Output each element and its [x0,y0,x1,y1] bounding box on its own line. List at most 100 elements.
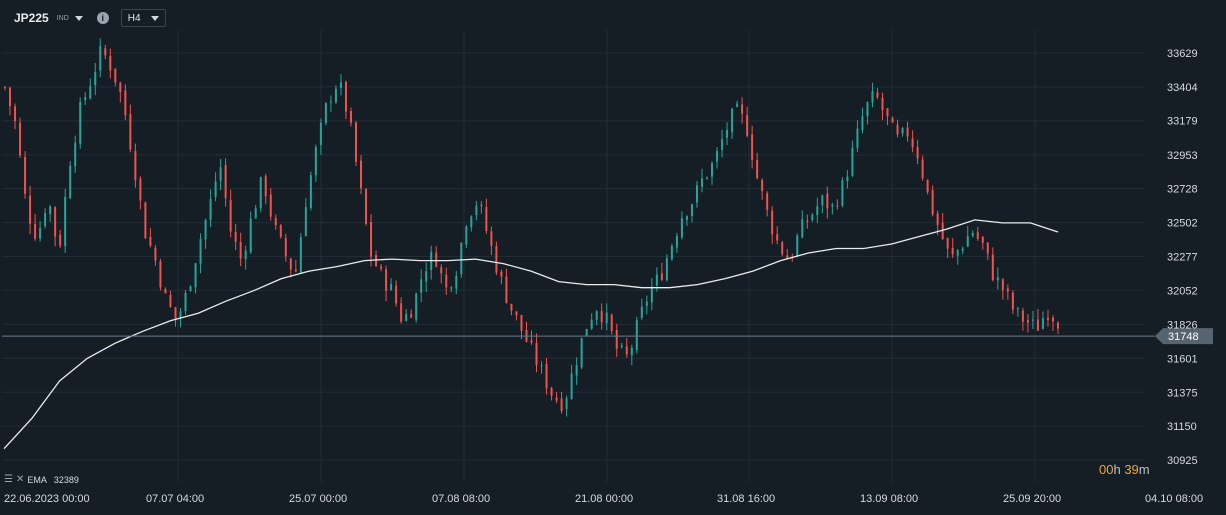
candle-body [801,218,804,238]
candle-body [761,179,764,192]
current-price-label: 31748 [1168,331,1199,343]
candle-body [625,346,628,355]
candle-body [134,150,137,181]
candle-body [284,238,287,257]
indicator-legend: ☰ ✕ EMA 32389 [4,474,79,485]
y-tick-label: 32277 [1167,252,1198,264]
countdown-hours: 00 [1099,462,1114,477]
candle-body [109,55,112,71]
candle-body [179,311,182,318]
candle-body [475,205,478,215]
candle-body [711,163,714,177]
timeframe-selector[interactable]: H4 [120,9,166,27]
candle-body [861,116,864,131]
candle-body [239,242,242,259]
candle-body [700,178,703,187]
candle-body [309,175,312,209]
symbol-selector[interactable]: JP225 IND [14,11,83,25]
candle-body [299,237,302,273]
candle-body [119,82,122,93]
candle-body [54,207,57,237]
candle-body [650,286,653,303]
x-tick-label: 25.09 20:00 [1003,493,1061,505]
candle-body [731,108,734,133]
chevron-down-icon [150,15,159,21]
candle-body [630,347,633,356]
list-icon[interactable]: ☰ [4,474,13,485]
candle-body [14,106,17,121]
candle-body [405,314,408,321]
candle-body [695,185,698,203]
candle-body [776,234,779,241]
candle-body [480,204,483,206]
candle-body [741,104,744,114]
candle-body [665,258,668,281]
candle-body [595,311,598,320]
candle-body [866,102,869,117]
candle-body [1046,317,1049,320]
candle-body [64,196,67,247]
candle-body [555,397,558,401]
candle-body [951,247,954,255]
candle-body [164,289,167,294]
candle-body [415,293,418,320]
candle-body [435,252,438,267]
candle-body [455,276,458,289]
candle-body [906,127,909,137]
indicator-value: 32389 [53,474,79,485]
candle-body [324,103,327,124]
x-tick-label: 07.07 04:00 [146,493,204,505]
candle-body [124,90,127,116]
candle-body [104,48,107,56]
candle-body [224,165,227,199]
candle-body [716,150,719,162]
candle-body [821,195,824,206]
candle-body [485,206,488,232]
candle-body [640,306,643,318]
candle-body [660,273,663,280]
y-tick-label: 33179 [1167,116,1198,128]
candle-body [219,167,222,181]
candle-body [746,115,749,136]
candle-body [685,216,688,220]
candle-body [1016,308,1019,310]
chart-toolbar: JP225 IND i H4 [14,8,166,28]
y-tick-label: 31601 [1167,353,1198,365]
close-icon[interactable]: ✕ [15,474,25,485]
candle-body [931,190,934,215]
candle-body [214,181,217,197]
candle-body [796,235,799,256]
x-tick-label: 22.06.2023 00:00 [4,493,90,505]
candle-body [395,285,398,304]
candle-body [560,398,563,412]
candle-body [841,180,844,206]
candle-body [590,319,593,329]
candle-body [420,279,423,293]
candle-body [751,134,754,161]
candle-body [344,82,347,112]
candle-body [515,311,518,316]
x-tick-label: 07.08 08:00 [432,493,490,505]
candle-body [139,178,142,201]
candle-body [896,124,899,135]
candle-body [1057,322,1059,329]
candle-body [675,235,678,248]
candle-body [204,219,207,240]
candle-body [465,226,468,245]
candle-body [34,224,37,239]
candle-body [1021,310,1024,322]
y-tick-label: 32953 [1167,150,1198,162]
candle-body [360,160,363,189]
candle-body [159,261,162,288]
candle-body [736,103,739,107]
candle-body [911,138,914,148]
candle-body [846,176,849,182]
info-icon[interactable]: i [96,12,109,24]
candle-body [986,242,989,254]
candles [4,38,1059,417]
y-tick-label: 33404 [1167,82,1198,94]
candle-body [44,213,47,227]
candle-body [520,314,523,331]
candle-body [806,220,809,222]
